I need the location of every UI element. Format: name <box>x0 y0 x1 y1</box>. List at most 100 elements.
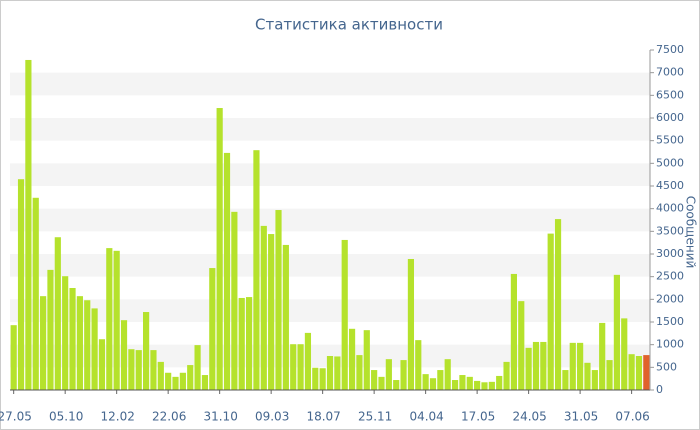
y-tick-label: 3000 <box>656 247 684 260</box>
bar <box>569 342 576 390</box>
x-tick-label: 31.05 <box>564 410 598 424</box>
bar <box>128 349 135 390</box>
bar <box>319 368 326 390</box>
y-tick-label: 6500 <box>656 88 684 101</box>
x-tick-label: 09.03 <box>255 410 289 424</box>
bar <box>371 370 378 390</box>
y-tick-label: 6000 <box>656 111 684 124</box>
bar <box>312 367 319 390</box>
bar <box>106 248 113 390</box>
bar <box>326 356 334 390</box>
bar <box>179 372 186 390</box>
bar <box>474 380 481 390</box>
x-tick-label: 07.06 <box>615 410 649 424</box>
bar <box>238 297 245 390</box>
grid-band <box>10 254 650 277</box>
bar <box>253 150 260 390</box>
y-tick-label: 3500 <box>656 224 684 237</box>
bar <box>334 356 341 390</box>
bar <box>525 347 532 390</box>
bar <box>17 179 25 390</box>
y-tick-label: 2500 <box>656 270 684 283</box>
x-tick-label: 05.10 <box>49 410 83 424</box>
bar <box>503 361 510 390</box>
bar <box>348 328 356 390</box>
y-tick-label: 2000 <box>656 292 684 305</box>
x-tick-label: 25.11 <box>358 410 392 424</box>
bar <box>584 362 591 390</box>
bar <box>172 376 179 390</box>
bar <box>135 350 142 390</box>
bar <box>40 296 47 390</box>
bar <box>591 370 598 390</box>
bar <box>422 374 429 390</box>
bar <box>223 152 231 390</box>
y-axis-label: Сообщений <box>684 196 698 269</box>
bar <box>209 268 216 390</box>
bar <box>47 269 54 390</box>
bar <box>304 332 312 390</box>
bar <box>260 225 267 390</box>
bar <box>282 244 289 390</box>
bar <box>120 320 128 390</box>
bar <box>577 342 584 390</box>
y-tick-label: 5000 <box>656 156 684 169</box>
bar <box>157 361 164 390</box>
chart-title: Статистика активности <box>255 16 443 34</box>
bar <box>496 375 503 390</box>
bar <box>297 344 304 390</box>
bar <box>143 312 150 390</box>
grid-band <box>10 208 650 232</box>
bar <box>150 350 157 390</box>
y-tick-label: 7500 <box>656 43 684 56</box>
bar <box>400 360 407 390</box>
bar <box>84 300 91 390</box>
y-tick-label: 4500 <box>656 179 684 192</box>
x-tick-label: 04.04 <box>409 410 443 424</box>
bar <box>635 356 643 390</box>
bar <box>363 330 370 390</box>
bar <box>518 301 525 390</box>
y-tick-label: 7000 <box>656 66 684 79</box>
bar <box>187 365 194 390</box>
bar <box>451 380 459 390</box>
x-tick-label: 17.05 <box>461 410 495 424</box>
bar <box>378 376 385 390</box>
grid-band <box>10 299 650 322</box>
bar <box>599 322 606 390</box>
bar <box>76 296 83 390</box>
grid-band <box>10 118 650 141</box>
bar <box>10 325 17 390</box>
bar <box>429 378 437 390</box>
bar <box>606 360 613 390</box>
bar <box>437 370 444 390</box>
bar <box>356 355 363 390</box>
bar <box>554 219 562 390</box>
bar <box>216 108 223 390</box>
x-tick-label: 24.05 <box>512 410 546 424</box>
bar <box>113 250 120 390</box>
bar <box>245 297 253 390</box>
bar <box>275 210 282 390</box>
bar <box>32 197 39 390</box>
x-tick-label: 12.02 <box>100 410 134 424</box>
grid-band <box>10 72 650 96</box>
y-tick-label: 4000 <box>656 202 684 215</box>
bar <box>268 234 275 390</box>
bar <box>621 318 628 390</box>
bar <box>54 237 61 390</box>
y-tick-label: 500 <box>656 360 677 373</box>
y-tick-label: 1500 <box>656 315 684 328</box>
y-tick-label: 1000 <box>656 338 684 351</box>
bar <box>459 375 466 390</box>
bar <box>201 375 209 390</box>
bar <box>628 354 635 390</box>
bar <box>231 211 238 390</box>
bar <box>69 288 76 390</box>
bar <box>194 345 201 390</box>
x-tick-label: 18.07 <box>306 410 340 424</box>
bar <box>290 344 297 390</box>
bar <box>481 382 488 390</box>
x-tick-label: 31.10 <box>203 410 237 424</box>
